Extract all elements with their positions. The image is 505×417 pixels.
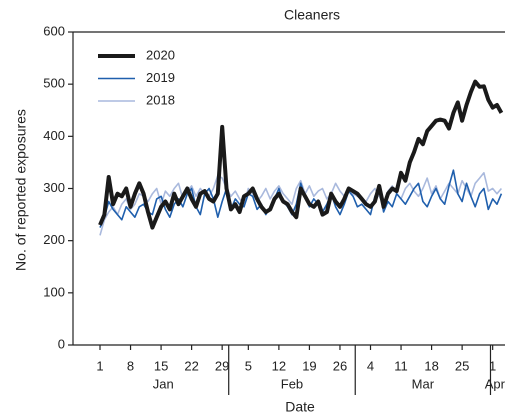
- chart-title: Cleaners: [284, 7, 340, 23]
- x-tick-label: 5: [245, 358, 252, 373]
- y-tick-label: 600: [43, 23, 65, 38]
- x-tick-label: 11: [394, 358, 408, 373]
- x-tick-label: 25: [455, 358, 469, 373]
- x-tick-label: 1: [489, 358, 496, 373]
- month-label: Mar: [412, 376, 435, 391]
- x-tick-label: 18: [424, 358, 438, 373]
- y-tick-label: 100: [43, 284, 65, 299]
- y-tick-label: 300: [43, 180, 65, 195]
- month-label: Apr: [485, 376, 505, 391]
- series-line: [98, 79, 504, 230]
- x-tick-label: 8: [127, 358, 134, 373]
- x-tick-label: 1: [96, 358, 103, 373]
- series-line: [99, 172, 503, 236]
- y-tick-label: 400: [43, 128, 65, 143]
- x-tick-label: 29: [215, 358, 229, 373]
- legend-label: 2020: [146, 47, 175, 62]
- month-label: Jan: [153, 376, 174, 391]
- y-tick-label: 0: [58, 336, 65, 351]
- y-tick-label: 200: [43, 232, 65, 247]
- x-tick-label: 12: [272, 358, 286, 373]
- x-tick-label: 4: [367, 358, 374, 373]
- legend-label: 2018: [146, 92, 175, 107]
- x-tick-label: 19: [302, 358, 316, 373]
- series-line: [99, 169, 503, 228]
- month-label: Feb: [281, 376, 303, 391]
- x-tick-label: 22: [184, 358, 198, 373]
- y-axis-label: No. of reported exposures: [13, 109, 29, 271]
- y-tick-label: 500: [43, 76, 65, 91]
- x-tick-label: 15: [154, 358, 168, 373]
- x-axis-label: Date: [285, 399, 315, 415]
- legend-label: 2019: [146, 70, 175, 85]
- x-tick-label: 26: [333, 358, 347, 373]
